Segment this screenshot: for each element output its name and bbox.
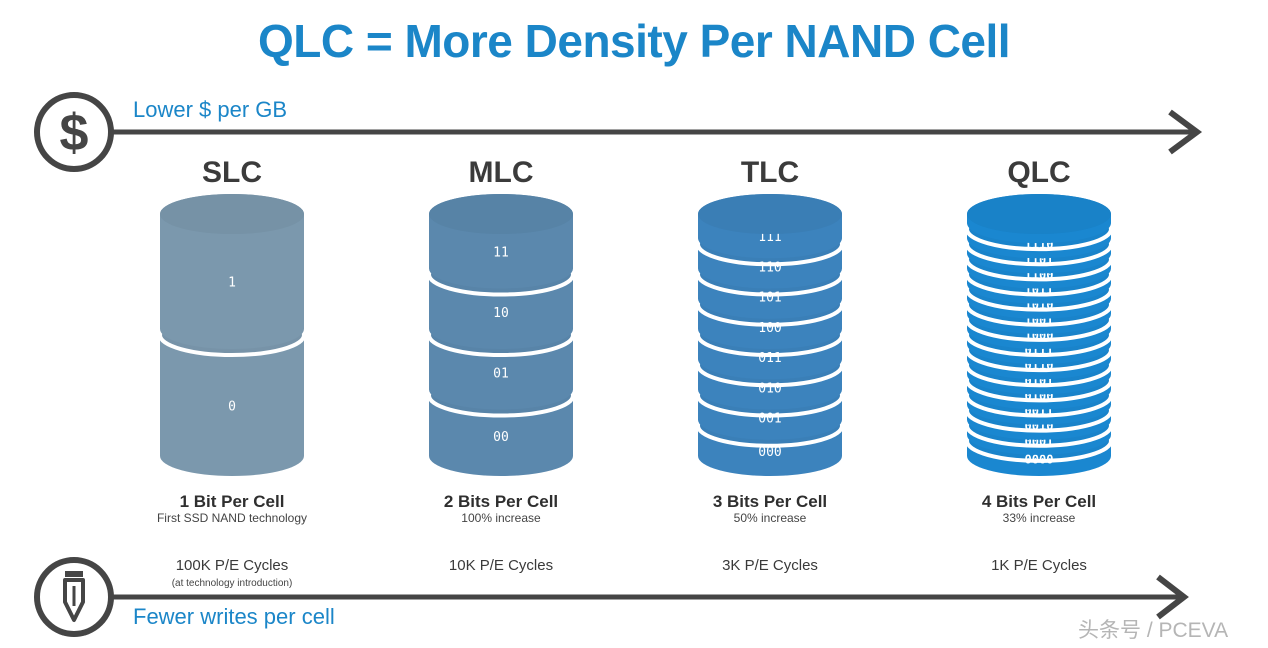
cell-stacks: 0100011011000001010011100101110111000000… xyxy=(158,194,1113,476)
watermark: 头条号 / PCEVA xyxy=(1078,619,1229,642)
mlc-value-label: 11 xyxy=(493,245,509,260)
qlc-cylinder: 0000000100100011010001010110011110001001… xyxy=(965,194,1113,476)
qlc-bits-label: 4 Bits Per Cell xyxy=(981,492,1097,511)
tlc-bits-label: 3 Bits Per Cell xyxy=(712,492,828,511)
tlc-value-label: 110 xyxy=(758,260,781,275)
qlc-top-cap xyxy=(967,194,1111,234)
tlc-subtitle: 50% increase xyxy=(733,511,807,525)
tlc-pe-cycles: 3K P/E Cycles xyxy=(722,557,818,574)
tlc-value-label: 000 xyxy=(758,445,781,460)
qlc-subtitle: 33% increase xyxy=(1002,511,1076,525)
top-axis-label: Lower $ per GB xyxy=(133,97,288,122)
top-axis-arrowhead xyxy=(1168,109,1203,155)
mlc-cylinder: 00 01 10 11 xyxy=(427,194,575,476)
qlc-pe-cycles: 1K P/E Cycles xyxy=(991,557,1087,574)
tlc-value-label: 100 xyxy=(758,321,781,336)
slc-pe-cycles: 100K P/E Cycles xyxy=(175,557,289,574)
mlc-value-label: 10 xyxy=(493,306,509,321)
slc-bits-label: 1 Bit Per Cell xyxy=(179,492,285,511)
slc-subtitle: First SSD NAND technology xyxy=(156,511,308,525)
qlc-value-label: 0000 xyxy=(1025,452,1054,466)
bottom-axis-label: Fewer writes per cell xyxy=(133,604,335,629)
svg-text:$: $ xyxy=(60,104,89,162)
slc-heading: SLC xyxy=(202,156,262,189)
slc-pe-note: (at technology introduction) xyxy=(171,578,293,589)
bottom-axis-arrowhead xyxy=(1156,574,1189,620)
mlc-subtitle: 100% increase xyxy=(461,511,541,525)
mlc-bits-label: 2 Bits Per Cell xyxy=(443,492,559,511)
qlc-heading: QLC xyxy=(1007,156,1071,189)
mlc-value-label: 00 xyxy=(493,430,509,445)
slc-value-label: 1 xyxy=(228,276,236,291)
tlc-value-label: 101 xyxy=(758,291,781,306)
mlc-top-cap xyxy=(429,194,573,234)
tlc-value-label: 011 xyxy=(758,351,781,366)
mlc-heading: MLC xyxy=(468,156,534,189)
slc-value-label: 0 xyxy=(228,400,236,415)
pencil-icon xyxy=(34,557,114,637)
tlc-top-cap xyxy=(698,194,842,234)
mlc-pe-cycles: 10K P/E Cycles xyxy=(448,557,554,574)
page-title: QLC = More Density Per NAND Cell xyxy=(257,15,1011,67)
dollar-icon: $ xyxy=(34,92,114,172)
mlc-value-label: 01 xyxy=(493,366,509,381)
slc-top-cap xyxy=(160,194,304,234)
slc-cylinder: 01 xyxy=(158,194,306,476)
tlc-value-label: 010 xyxy=(758,381,781,396)
tlc-value-label: 001 xyxy=(758,412,781,427)
tlc-heading: TLC xyxy=(740,156,800,189)
